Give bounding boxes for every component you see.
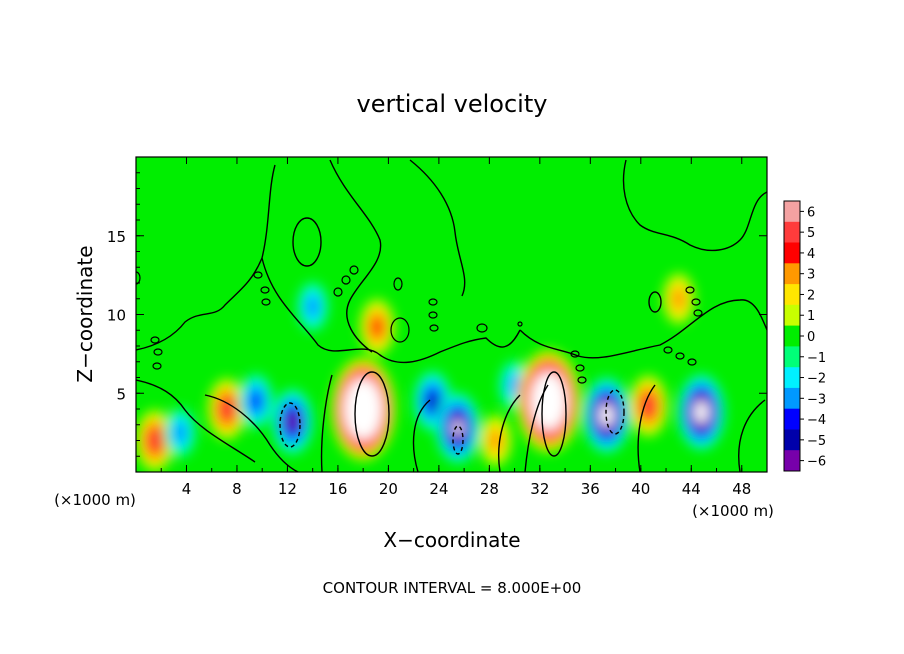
x-tick-label: 40 [631, 480, 650, 498]
contour-line [541, 371, 567, 457]
colorbar-swatch [784, 429, 800, 451]
velocity-cell [516, 350, 581, 453]
velocity-cell [479, 415, 512, 466]
x-tick-label: 24 [429, 480, 448, 498]
chart-title: vertical velocity [357, 90, 548, 118]
colorbar-label: −2 [807, 372, 826, 387]
velocity-cell [271, 388, 314, 455]
velocity-level [697, 405, 706, 419]
contour-line [452, 425, 464, 455]
x-tick-label: 28 [480, 480, 499, 498]
x-tick-label: 44 [682, 480, 701, 498]
x-tick-label: 32 [530, 480, 549, 498]
contour-line [136, 164, 767, 364]
contour-line [279, 402, 301, 448]
colorbar-swatch [784, 408, 800, 430]
colorbar-swatch [784, 263, 800, 285]
x-tick-label: 4 [182, 480, 192, 498]
x-scale-note-left: (×1000 m) [54, 491, 136, 509]
velocity-field [136, 273, 726, 471]
contour-line [354, 371, 390, 457]
colorbar-label: 4 [807, 247, 815, 262]
velocity-level [453, 420, 463, 435]
colorbar-label: 1 [807, 309, 815, 324]
velocity-level [545, 395, 553, 407]
x-tick-label: 8 [232, 480, 242, 498]
x-tick-label: 20 [379, 480, 398, 498]
velocity-cell [629, 375, 668, 437]
x-tick-label: 36 [581, 480, 600, 498]
small-contour-loops [136, 265, 703, 384]
colorbar-label: 2 [807, 288, 815, 303]
colorbar-label: 5 [807, 226, 815, 241]
velocity-level [149, 432, 161, 449]
x-tick-label: 16 [328, 480, 347, 498]
velocity-level [602, 408, 611, 422]
colorbar-swatch [784, 387, 800, 410]
contour-line [329, 159, 382, 353]
velocity-cell [238, 373, 274, 429]
colorbar-swatch [784, 304, 800, 327]
x-axis-ticks: 4 8 12 16 20 24 28 32 36 40 44 48 [182, 480, 752, 498]
velocity-level [671, 287, 686, 310]
colorbar-label: −6 [807, 455, 826, 470]
colorbar-swatch [784, 325, 800, 347]
contour-line [409, 159, 466, 297]
colorbar-swatch [784, 346, 800, 368]
contour-line [136, 374, 766, 472]
y-tick-label: 15 [107, 228, 126, 246]
velocity-cell [435, 392, 481, 464]
colorbar-label: 6 [807, 205, 815, 220]
velocity-cell [359, 299, 395, 355]
velocity-level [359, 403, 367, 415]
colorbar-swatch [784, 367, 800, 389]
y-axis-label: Z−coordinate [73, 245, 97, 382]
velocity-level [371, 317, 383, 337]
velocity-level [173, 421, 187, 444]
velocity-cell [296, 281, 329, 332]
velocity-cell [662, 273, 695, 325]
colorbar: 6 5 4 3 2 1 0 −1 −2 −3 −4 −5 −6 [783, 200, 826, 472]
colorbar-label: −4 [807, 413, 826, 428]
x-scale-note-right: (×1000 m) [692, 502, 774, 520]
contour-interval-note: CONTOUR INTERVAL = 8.000E+00 [323, 579, 582, 597]
colorbar-swatch [784, 201, 800, 223]
velocity-level [287, 414, 298, 430]
y-tick-label: 5 [116, 385, 126, 403]
tick-marks [135, 157, 768, 472]
velocity-cell [582, 377, 631, 454]
velocity-level [305, 295, 320, 318]
x-tick-label: 12 [278, 480, 297, 498]
velocity-cell [331, 357, 396, 461]
plot-area [135, 156, 768, 473]
colorbar-label: −1 [807, 351, 826, 366]
contour-line [648, 291, 662, 313]
y-tick-label: 10 [107, 307, 126, 325]
velocity-cell [136, 410, 174, 471]
velocity-level [427, 392, 438, 410]
colorbar-label: 3 [807, 268, 815, 283]
velocity-cell [164, 407, 196, 458]
colorbar-swatch [784, 284, 800, 306]
contour-line [292, 217, 322, 267]
colorbar-label: −3 [807, 392, 826, 407]
y-axis-ticks: 5 10 15 [107, 228, 126, 404]
colorbar-swatch [784, 450, 800, 472]
x-tick-label: 48 [732, 480, 751, 498]
x-axis-label: X−coordinate [383, 528, 520, 552]
colorbar-swatch [784, 221, 800, 244]
velocity-cell [677, 374, 726, 451]
velocity-level [250, 391, 262, 411]
zero-contour-lines [136, 159, 767, 472]
contour-line [622, 159, 767, 252]
colorbar-label: 0 [807, 330, 815, 345]
colorbar-label: −5 [807, 434, 826, 449]
contour-line [605, 389, 625, 435]
colorbar-swatch [784, 242, 800, 264]
